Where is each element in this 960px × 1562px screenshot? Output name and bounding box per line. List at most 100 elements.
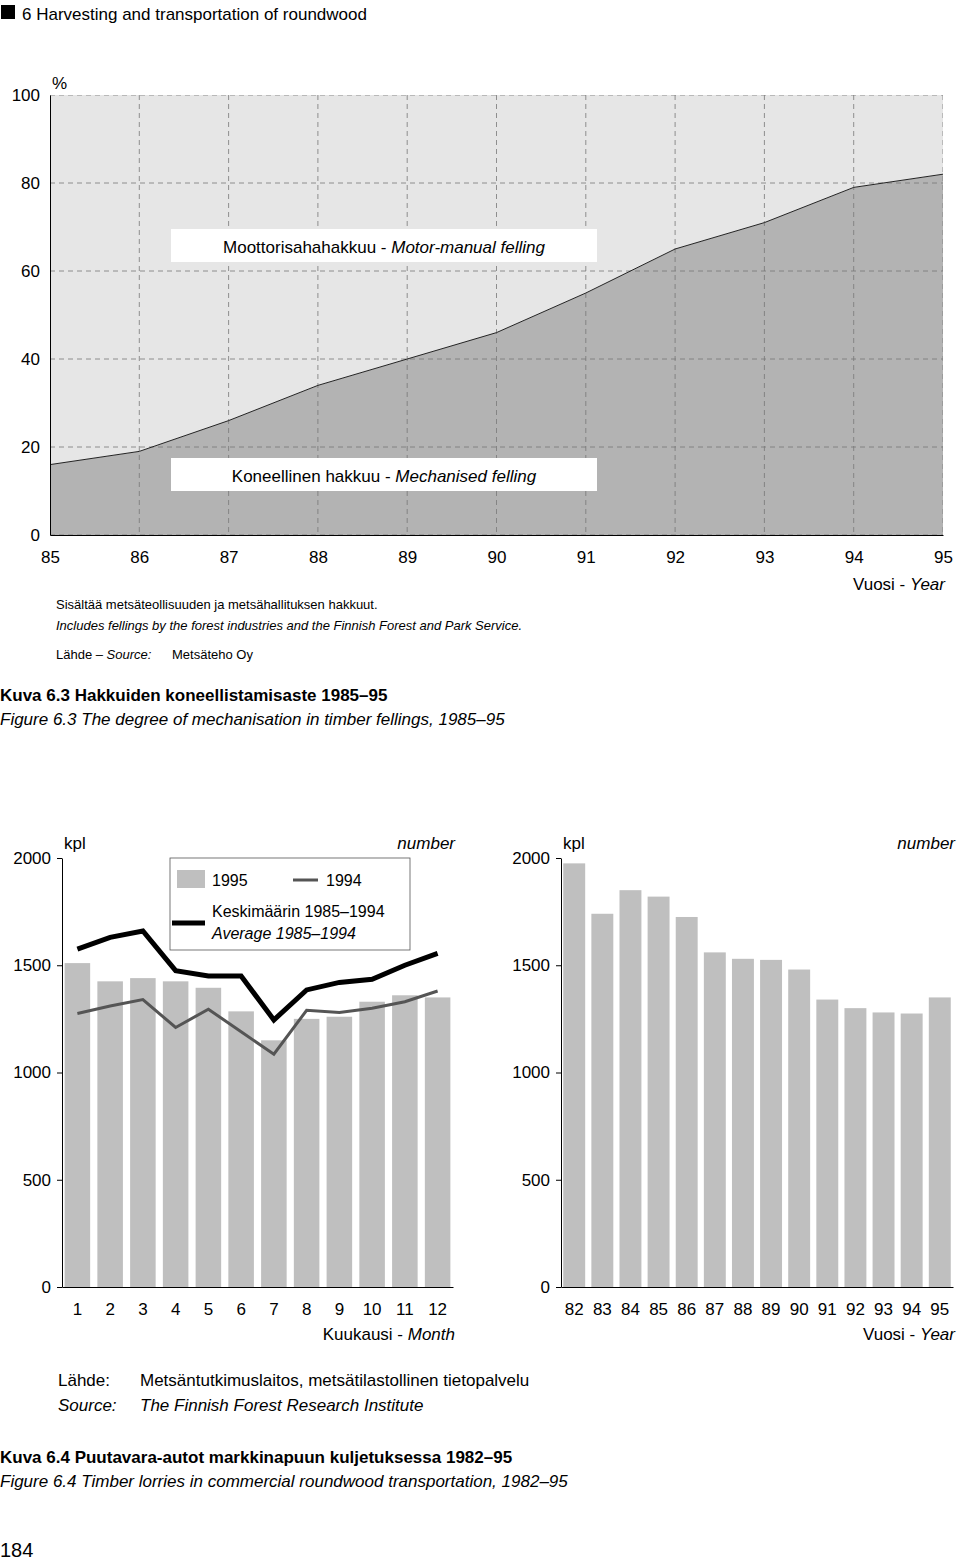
y-axis-tick: 2000 xyxy=(512,849,561,868)
y-axis-tick: 80 xyxy=(21,174,50,193)
x-axis-tick-label: 87 xyxy=(220,548,239,567)
x-axis-tick-label: 7 xyxy=(269,1300,278,1319)
x-axis-tick: 86 xyxy=(130,535,149,567)
bar xyxy=(788,970,810,1287)
x-axis-tick: 5 xyxy=(204,1287,213,1319)
y-axis-tick-mark xyxy=(57,965,62,966)
text-part-en: Month xyxy=(408,1325,455,1344)
x-axis-tick-label: 86 xyxy=(677,1300,696,1319)
x-axis-tick: 82 xyxy=(565,1287,584,1319)
y-axis-tick-label: 1000 xyxy=(512,1063,550,1082)
bar xyxy=(196,988,222,1287)
x-axis-tick-label: 9 xyxy=(335,1300,344,1319)
caption-fi: Kuva 6.4 Puutavara-autot markkinapuun ku… xyxy=(0,1448,512,1467)
x-axis-tick-label: 4 xyxy=(171,1300,180,1319)
y-axis-title: % xyxy=(52,74,67,93)
y-axis-line xyxy=(561,859,562,1288)
y-axis-tick-mark xyxy=(556,1287,561,1288)
x-axis: 8283848586878889909192939495 xyxy=(562,1287,954,1319)
text-part-en: Year xyxy=(920,1325,956,1344)
series-label-box xyxy=(171,229,597,262)
x-axis-tick: 90 xyxy=(790,1287,809,1319)
y-axis-tick: 2000 xyxy=(13,849,62,868)
x-axis-tick: 87 xyxy=(705,1287,724,1319)
x-axis-tick: 89 xyxy=(762,1287,781,1319)
x-axis-tick-label: 94 xyxy=(902,1300,921,1319)
x-axis-tick: 94 xyxy=(845,535,864,567)
source-text-en: The Finnish Forest Research Institute xyxy=(140,1396,423,1415)
grid-line-x xyxy=(764,95,765,535)
bar xyxy=(844,1008,866,1287)
x-axis-tick: 95 xyxy=(930,1287,949,1319)
y-axis-tick: 0 xyxy=(31,526,50,545)
plot-area xyxy=(50,95,943,535)
x-axis-tick: 87 xyxy=(220,535,239,567)
x-axis-tick-label: 89 xyxy=(762,1300,781,1319)
y-axis-tick-label: 0 xyxy=(31,526,40,545)
series-label-box xyxy=(171,458,597,491)
x-axis-tick: 90 xyxy=(488,535,507,567)
x-axis-tick: 86 xyxy=(677,1287,696,1319)
bar xyxy=(676,917,698,1287)
source-label-en: Source: xyxy=(58,1396,117,1415)
x-axis-tick: 91 xyxy=(818,1287,837,1319)
source-label: Lähde: xyxy=(58,1371,110,1390)
y-axis-tick-label: 500 xyxy=(522,1171,550,1190)
x-axis-tick: 92 xyxy=(846,1287,865,1319)
bar xyxy=(704,952,726,1287)
x-axis-tick: 6 xyxy=(236,1287,245,1319)
y-axis-title: kpl xyxy=(64,834,86,853)
bar xyxy=(228,1011,254,1287)
source-label: Lähde – Source: xyxy=(56,647,152,662)
chart-mechanisation: 0204060801008586878889909192939495%Vuosi… xyxy=(0,74,953,729)
x-axis-tick-label: 91 xyxy=(818,1300,837,1319)
header-text: 6 Harvesting and transportation of round… xyxy=(22,5,367,24)
x-axis-tick-label: 95 xyxy=(930,1300,949,1319)
legend-label-line: Average 1985–1994 xyxy=(211,925,356,942)
y-axis: 0500100015002000 xyxy=(512,849,561,1297)
series-label: Moottorisahahakkuu - Motor-manual fellin… xyxy=(223,238,545,257)
caption-en: Figure 6.3 The degree of mechanisation i… xyxy=(0,710,505,729)
series-label: Koneellinen hakkuu - Mechanised felling xyxy=(232,467,537,486)
x-axis-tick-label: 92 xyxy=(666,548,685,567)
x-axis-tick: 93 xyxy=(874,1287,893,1319)
y-axis-tick: 1500 xyxy=(13,956,62,975)
y-axis-tick: 1000 xyxy=(13,1063,62,1082)
x-axis-tick-label: 88 xyxy=(733,1300,752,1319)
text-part-en: Mechanised felling xyxy=(395,467,536,486)
header-square xyxy=(1,5,15,19)
bar xyxy=(648,897,670,1287)
y-axis-tick-label: 1000 xyxy=(13,1063,51,1082)
grid-line-x xyxy=(675,95,676,535)
y-axis-tick: 500 xyxy=(522,1171,561,1190)
bar xyxy=(563,863,585,1287)
x-axis-tick-label: 82 xyxy=(565,1300,584,1319)
y-axis-tick-mark xyxy=(556,858,561,859)
y-axis-tick-mark xyxy=(57,1180,62,1181)
bar xyxy=(760,960,782,1287)
x-axis-tick: 88 xyxy=(309,535,328,567)
x-axis-tick: 93 xyxy=(755,535,774,567)
grid xyxy=(50,95,943,535)
x-axis-tick-label: 85 xyxy=(649,1300,668,1319)
y-axis-title: kpl xyxy=(563,834,585,853)
x-axis-tick-label: 1 xyxy=(73,1300,82,1319)
chart-lorries-1: 0500100015002000123456789101112kplnumber… xyxy=(0,834,568,1491)
x-axis: 123456789101112 xyxy=(63,1287,454,1319)
y-axis-tick-label: 2000 xyxy=(13,849,51,868)
x-axis-tick: 10 xyxy=(363,1287,382,1319)
legend-label-line: Keskimäärin 1985–1994 xyxy=(212,903,385,920)
x-axis-tick: 9 xyxy=(335,1287,344,1319)
x-axis-tick-label: 85 xyxy=(41,548,60,567)
x-axis-tick: 95 xyxy=(934,535,953,567)
bar xyxy=(327,1017,353,1287)
x-axis-line xyxy=(63,1287,454,1288)
x-axis-tick-label: 87 xyxy=(705,1300,724,1319)
area-edge xyxy=(50,174,943,464)
legend-label: Keskimäärin 1985–1994 Average 1985–1994 xyxy=(211,903,385,942)
y-axis-tick: 60 xyxy=(21,262,50,281)
x-axis-tick-label: 90 xyxy=(488,548,507,567)
x-axis-tick: 88 xyxy=(733,1287,752,1319)
y-axis-tick-label: 60 xyxy=(21,262,40,281)
y-axis: 020406080100 xyxy=(12,86,51,545)
